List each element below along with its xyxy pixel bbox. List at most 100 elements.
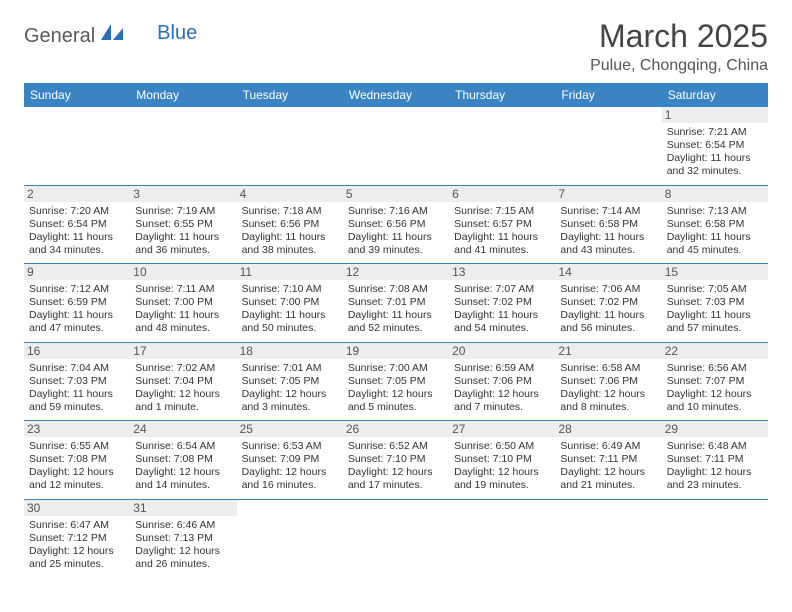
calendar-cell: 18Sunrise: 7:01 AMSunset: 7:05 PMDayligh… <box>237 342 343 421</box>
day-info: Sunrise: 7:15 AMSunset: 6:57 PMDaylight:… <box>454 205 550 258</box>
daylight-text: Daylight: 12 hours and 10 minutes. <box>667 388 763 414</box>
daylight-text: Daylight: 11 hours and 38 minutes. <box>242 231 338 257</box>
day-info: Sunrise: 6:52 AMSunset: 7:10 PMDaylight:… <box>348 440 444 493</box>
sunrise-text: Sunrise: 7:15 AM <box>454 205 550 218</box>
calendar-cell: 2Sunrise: 7:20 AMSunset: 6:54 PMDaylight… <box>24 185 130 264</box>
calendar-cell: 1Sunrise: 7:21 AMSunset: 6:54 PMDaylight… <box>662 107 768 185</box>
daylight-text: Daylight: 12 hours and 23 minutes. <box>667 466 763 492</box>
sunset-text: Sunset: 6:54 PM <box>29 218 125 231</box>
sunrise-text: Sunrise: 7:18 AM <box>242 205 338 218</box>
calendar-table: Sunday Monday Tuesday Wednesday Thursday… <box>24 83 768 577</box>
calendar-cell: 3Sunrise: 7:19 AMSunset: 6:55 PMDaylight… <box>130 185 236 264</box>
calendar-cell: 16Sunrise: 7:04 AMSunset: 7:03 PMDayligh… <box>24 342 130 421</box>
day-header-row: Sunday Monday Tuesday Wednesday Thursday… <box>24 83 768 107</box>
calendar-cell: 17Sunrise: 7:02 AMSunset: 7:04 PMDayligh… <box>130 342 236 421</box>
sunrise-text: Sunrise: 7:05 AM <box>667 283 763 296</box>
day-info: Sunrise: 6:56 AMSunset: 7:07 PMDaylight:… <box>667 362 763 415</box>
calendar-row: 16Sunrise: 7:04 AMSunset: 7:03 PMDayligh… <box>24 342 768 421</box>
day-info: Sunrise: 7:11 AMSunset: 7:00 PMDaylight:… <box>135 283 231 336</box>
sunrise-text: Sunrise: 6:48 AM <box>667 440 763 453</box>
daylight-text: Daylight: 11 hours and 48 minutes. <box>135 309 231 335</box>
sunset-text: Sunset: 7:00 PM <box>242 296 338 309</box>
day-info: Sunrise: 7:12 AMSunset: 6:59 PMDaylight:… <box>29 283 125 336</box>
sunset-text: Sunset: 7:06 PM <box>560 375 656 388</box>
col-sunday: Sunday <box>24 83 130 107</box>
calendar-cell: 23Sunrise: 6:55 AMSunset: 7:08 PMDayligh… <box>24 421 130 500</box>
logo-text-general: General <box>24 25 95 48</box>
daylight-text: Daylight: 12 hours and 7 minutes. <box>454 388 550 414</box>
day-info: Sunrise: 6:49 AMSunset: 7:11 PMDaylight:… <box>560 440 656 493</box>
calendar-cell <box>237 107 343 185</box>
daylight-text: Daylight: 11 hours and 56 minutes. <box>560 309 656 335</box>
calendar-cell: 9Sunrise: 7:12 AMSunset: 6:59 PMDaylight… <box>24 264 130 343</box>
col-saturday: Saturday <box>662 83 768 107</box>
day-number: 3 <box>130 186 236 202</box>
calendar-row: 9Sunrise: 7:12 AMSunset: 6:59 PMDaylight… <box>24 264 768 343</box>
sail-icon <box>99 22 125 45</box>
calendar-cell <box>237 499 343 577</box>
sunset-text: Sunset: 6:55 PM <box>135 218 231 231</box>
sunrise-text: Sunrise: 6:49 AM <box>560 440 656 453</box>
location-text: Pulue, Chongqing, China <box>590 57 768 75</box>
daylight-text: Daylight: 11 hours and 57 minutes. <box>667 309 763 335</box>
sunrise-text: Sunrise: 6:54 AM <box>135 440 231 453</box>
calendar-cell: 13Sunrise: 7:07 AMSunset: 7:02 PMDayligh… <box>449 264 555 343</box>
sunset-text: Sunset: 7:07 PM <box>667 375 763 388</box>
sunset-text: Sunset: 6:54 PM <box>667 139 763 152</box>
daylight-text: Daylight: 12 hours and 5 minutes. <box>348 388 444 414</box>
sunrise-text: Sunrise: 7:07 AM <box>454 283 550 296</box>
col-tuesday: Tuesday <box>237 83 343 107</box>
day-number: 24 <box>130 421 236 437</box>
daylight-text: Daylight: 11 hours and 45 minutes. <box>667 231 763 257</box>
calendar-cell: 4 Sunrise: 7:18 AMSunset: 6:56 PMDaylight… <box>237 185 343 264</box>
sunset-text: Sunset: 7:04 PM <box>135 375 231 388</box>
daylight-text: Daylight: 12 hours and 1 minute. <box>135 388 231 414</box>
daylight-text: Daylight: 11 hours and 39 minutes. <box>348 231 444 257</box>
sunset-text: Sunset: 7:02 PM <box>560 296 656 309</box>
sunset-text: Sunset: 7:10 PM <box>454 453 550 466</box>
day-number: 23 <box>24 421 130 437</box>
calendar-cell: 15Sunrise: 7:05 AMSunset: 7:03 PMDayligh… <box>662 264 768 343</box>
daylight-text: Daylight: 11 hours and 34 minutes. <box>29 231 125 257</box>
calendar-cell: 8Sunrise: 7:13 AMSunset: 6:58 PMDaylight… <box>662 185 768 264</box>
page-title: March 2025 <box>590 18 768 55</box>
day-number: 11 <box>237 264 343 280</box>
day-info: Sunrise: 7:00 AMSunset: 7:05 PMDaylight:… <box>348 362 444 415</box>
day-number: 20 <box>449 343 555 359</box>
col-wednesday: Wednesday <box>343 83 449 107</box>
day-number: 21 <box>555 343 661 359</box>
daylight-text: Daylight: 11 hours and 54 minutes. <box>454 309 550 335</box>
calendar-cell: 11Sunrise: 7:10 AMSunset: 7:00 PMDayligh… <box>237 264 343 343</box>
day-number: 19 <box>343 343 449 359</box>
calendar-cell: 28Sunrise: 6:49 AMSunset: 7:11 PMDayligh… <box>555 421 661 500</box>
daylight-text: Daylight: 12 hours and 16 minutes. <box>242 466 338 492</box>
daylight-text: Daylight: 11 hours and 43 minutes. <box>560 231 656 257</box>
sunrise-text: Sunrise: 6:59 AM <box>454 362 550 375</box>
daylight-text: Daylight: 11 hours and 50 minutes. <box>242 309 338 335</box>
day-info: Sunrise: 7:16 AMSunset: 6:56 PMDaylight:… <box>348 205 444 258</box>
sunrise-text: Sunrise: 6:58 AM <box>560 362 656 375</box>
daylight-text: Daylight: 12 hours and 3 minutes. <box>242 388 338 414</box>
calendar-cell: 19 Sunrise: 7:00 AMSunset: 7:05 PMDayligh… <box>343 342 449 421</box>
sunset-text: Sunset: 6:59 PM <box>29 296 125 309</box>
day-number: 15 <box>662 264 768 280</box>
sunset-text: Sunset: 6:57 PM <box>454 218 550 231</box>
day-number: 2 <box>24 186 130 202</box>
day-info: Sunrise: 7:06 AMSunset: 7:02 PMDaylight:… <box>560 283 656 336</box>
day-number: 4 <box>237 186 343 202</box>
day-info: Sunrise: 7:14 AMSunset: 6:58 PMDaylight:… <box>560 205 656 258</box>
day-number: 26 <box>343 421 449 437</box>
day-number: 18 <box>237 343 343 359</box>
sunset-text: Sunset: 7:06 PM <box>454 375 550 388</box>
sunset-text: Sunset: 6:56 PM <box>242 218 338 231</box>
calendar-cell: 5Sunrise: 7:16 AMSunset: 6:56 PMDaylight… <box>343 185 449 264</box>
calendar-cell <box>449 499 555 577</box>
calendar-row: 30Sunrise: 6:47 AMSunset: 7:12 PMDayligh… <box>24 499 768 577</box>
daylight-text: Daylight: 11 hours and 32 minutes. <box>667 152 763 178</box>
day-info: Sunrise: 6:53 AMSunset: 7:09 PMDaylight:… <box>242 440 338 493</box>
calendar-cell: 14Sunrise: 7:06 AMSunset: 7:02 PMDayligh… <box>555 264 661 343</box>
calendar-cell: 30Sunrise: 6:47 AMSunset: 7:12 PMDayligh… <box>24 499 130 577</box>
sunset-text: Sunset: 7:10 PM <box>348 453 444 466</box>
daylight-text: Daylight: 12 hours and 19 minutes. <box>454 466 550 492</box>
calendar-cell: 31Sunrise: 6:46 AMSunset: 7:13 PMDayligh… <box>130 499 236 577</box>
